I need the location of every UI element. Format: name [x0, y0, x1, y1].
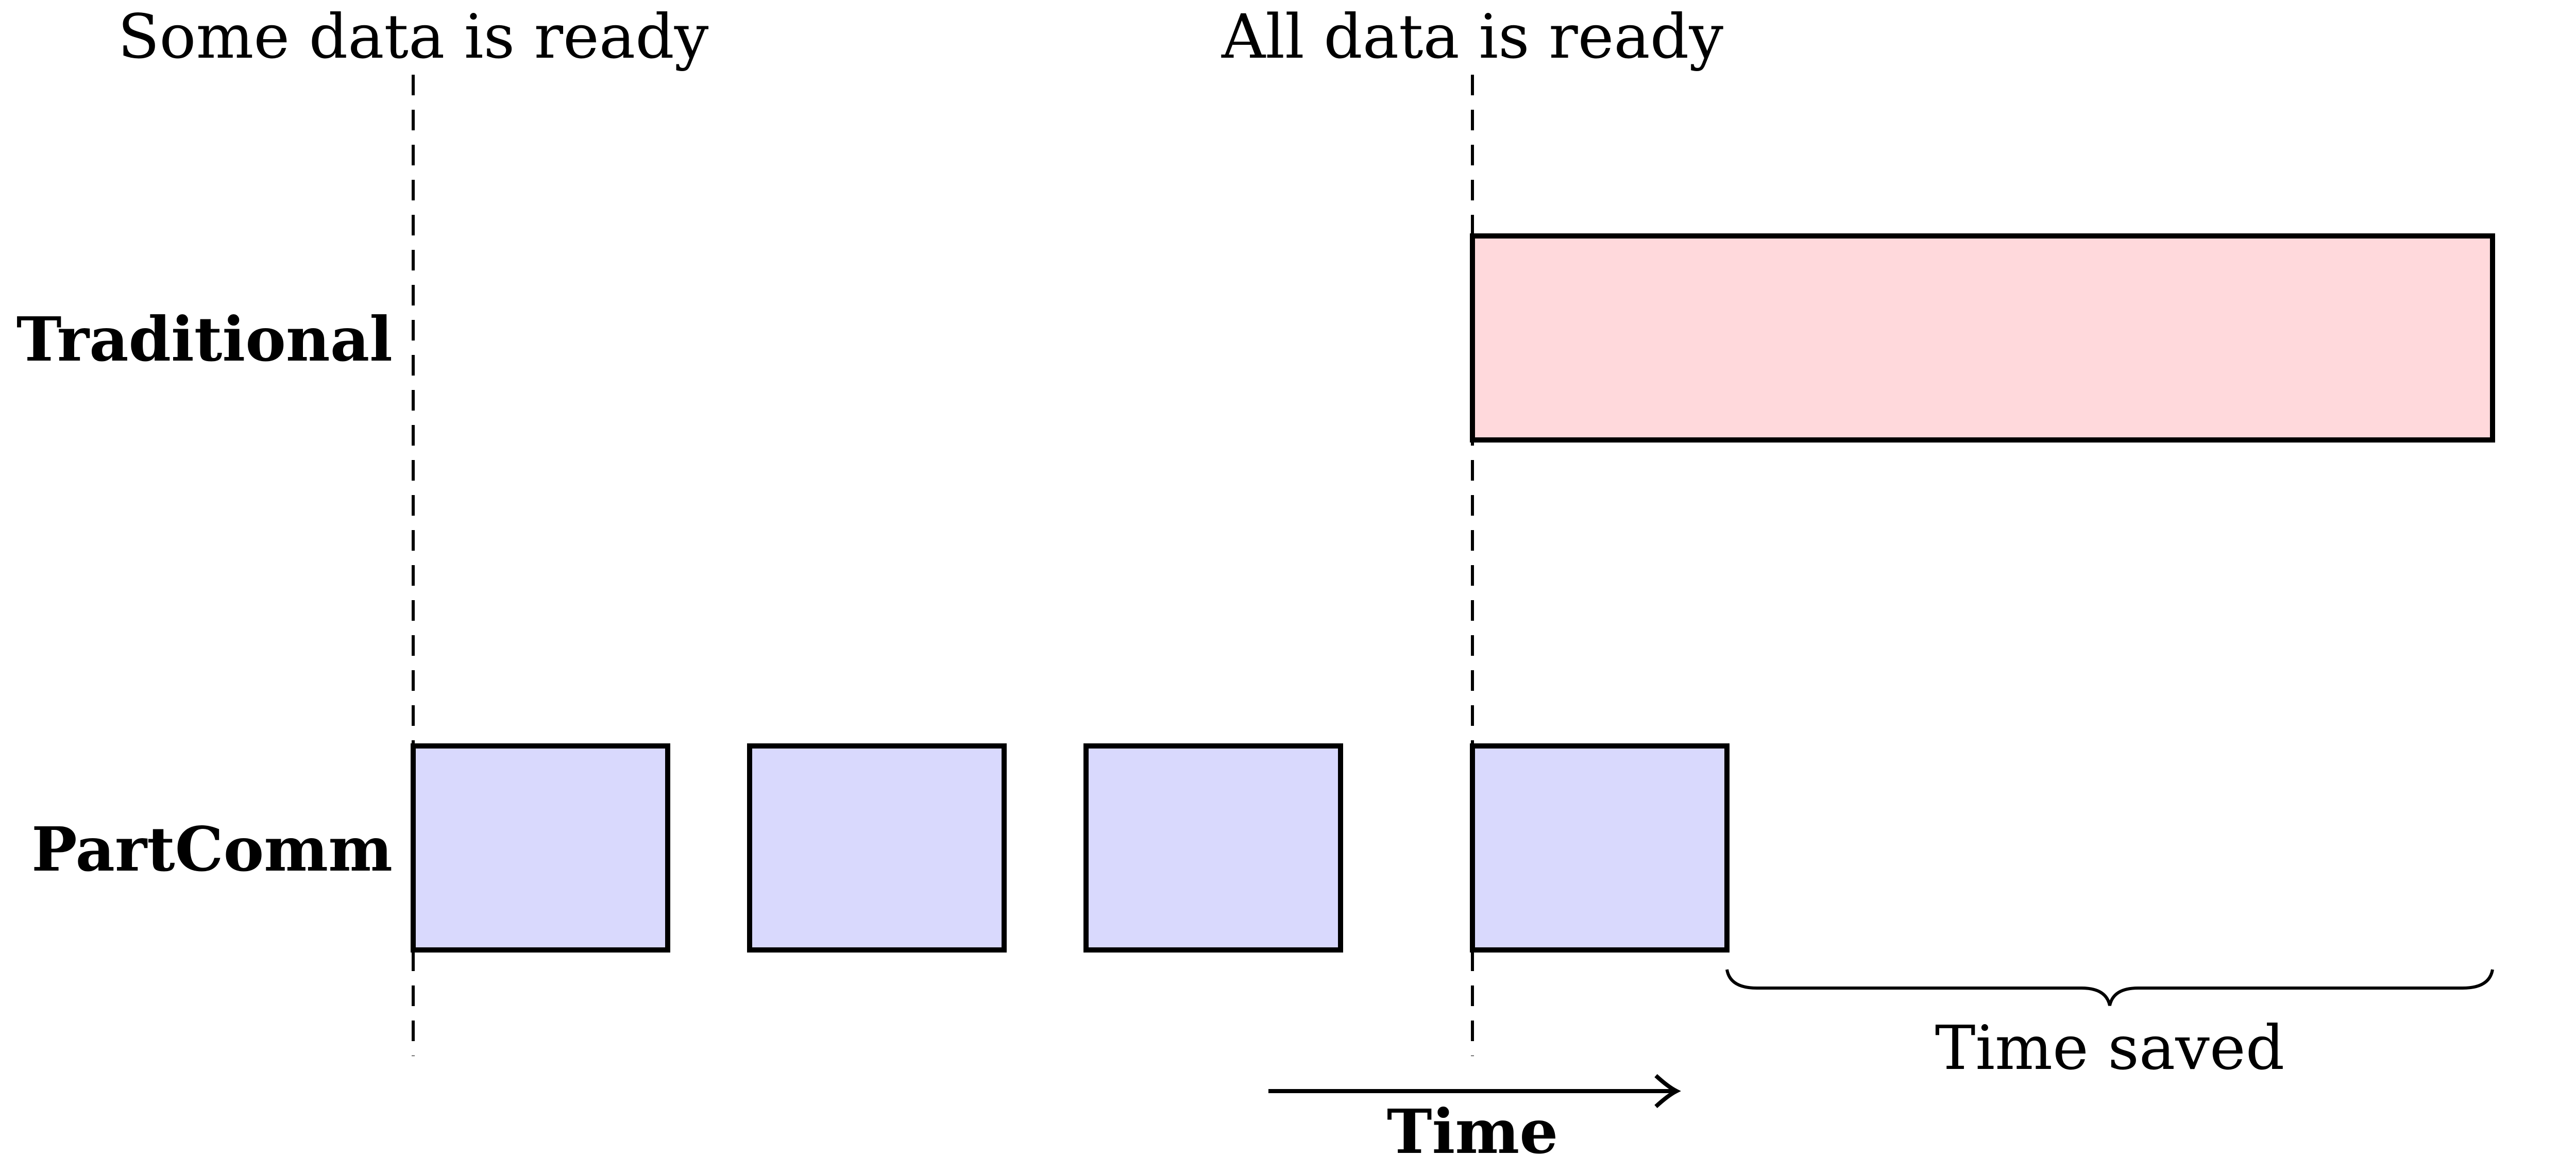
- time-saved-brace: [1725, 969, 2494, 1006]
- time-axis-label: Time: [1387, 1096, 1558, 1167]
- partcomm-block-4: [1470, 743, 1730, 953]
- traditional-block: [1470, 233, 2495, 443]
- time-saved-label: Time saved: [1935, 1012, 2285, 1083]
- marker-all-data-ready: All data is ready: [1221, 1, 1723, 72]
- partcomm-block-2: [747, 743, 1007, 953]
- row-label-traditional: Traditional: [16, 303, 393, 375]
- row-label-partcomm: PartComm: [31, 813, 393, 885]
- time-arrow-head: [1654, 1074, 1681, 1108]
- marker-some-data-ready: Some data is ready: [118, 1, 709, 72]
- partcomm-block-3: [1083, 743, 1343, 953]
- partcomm-block-1: [411, 743, 670, 953]
